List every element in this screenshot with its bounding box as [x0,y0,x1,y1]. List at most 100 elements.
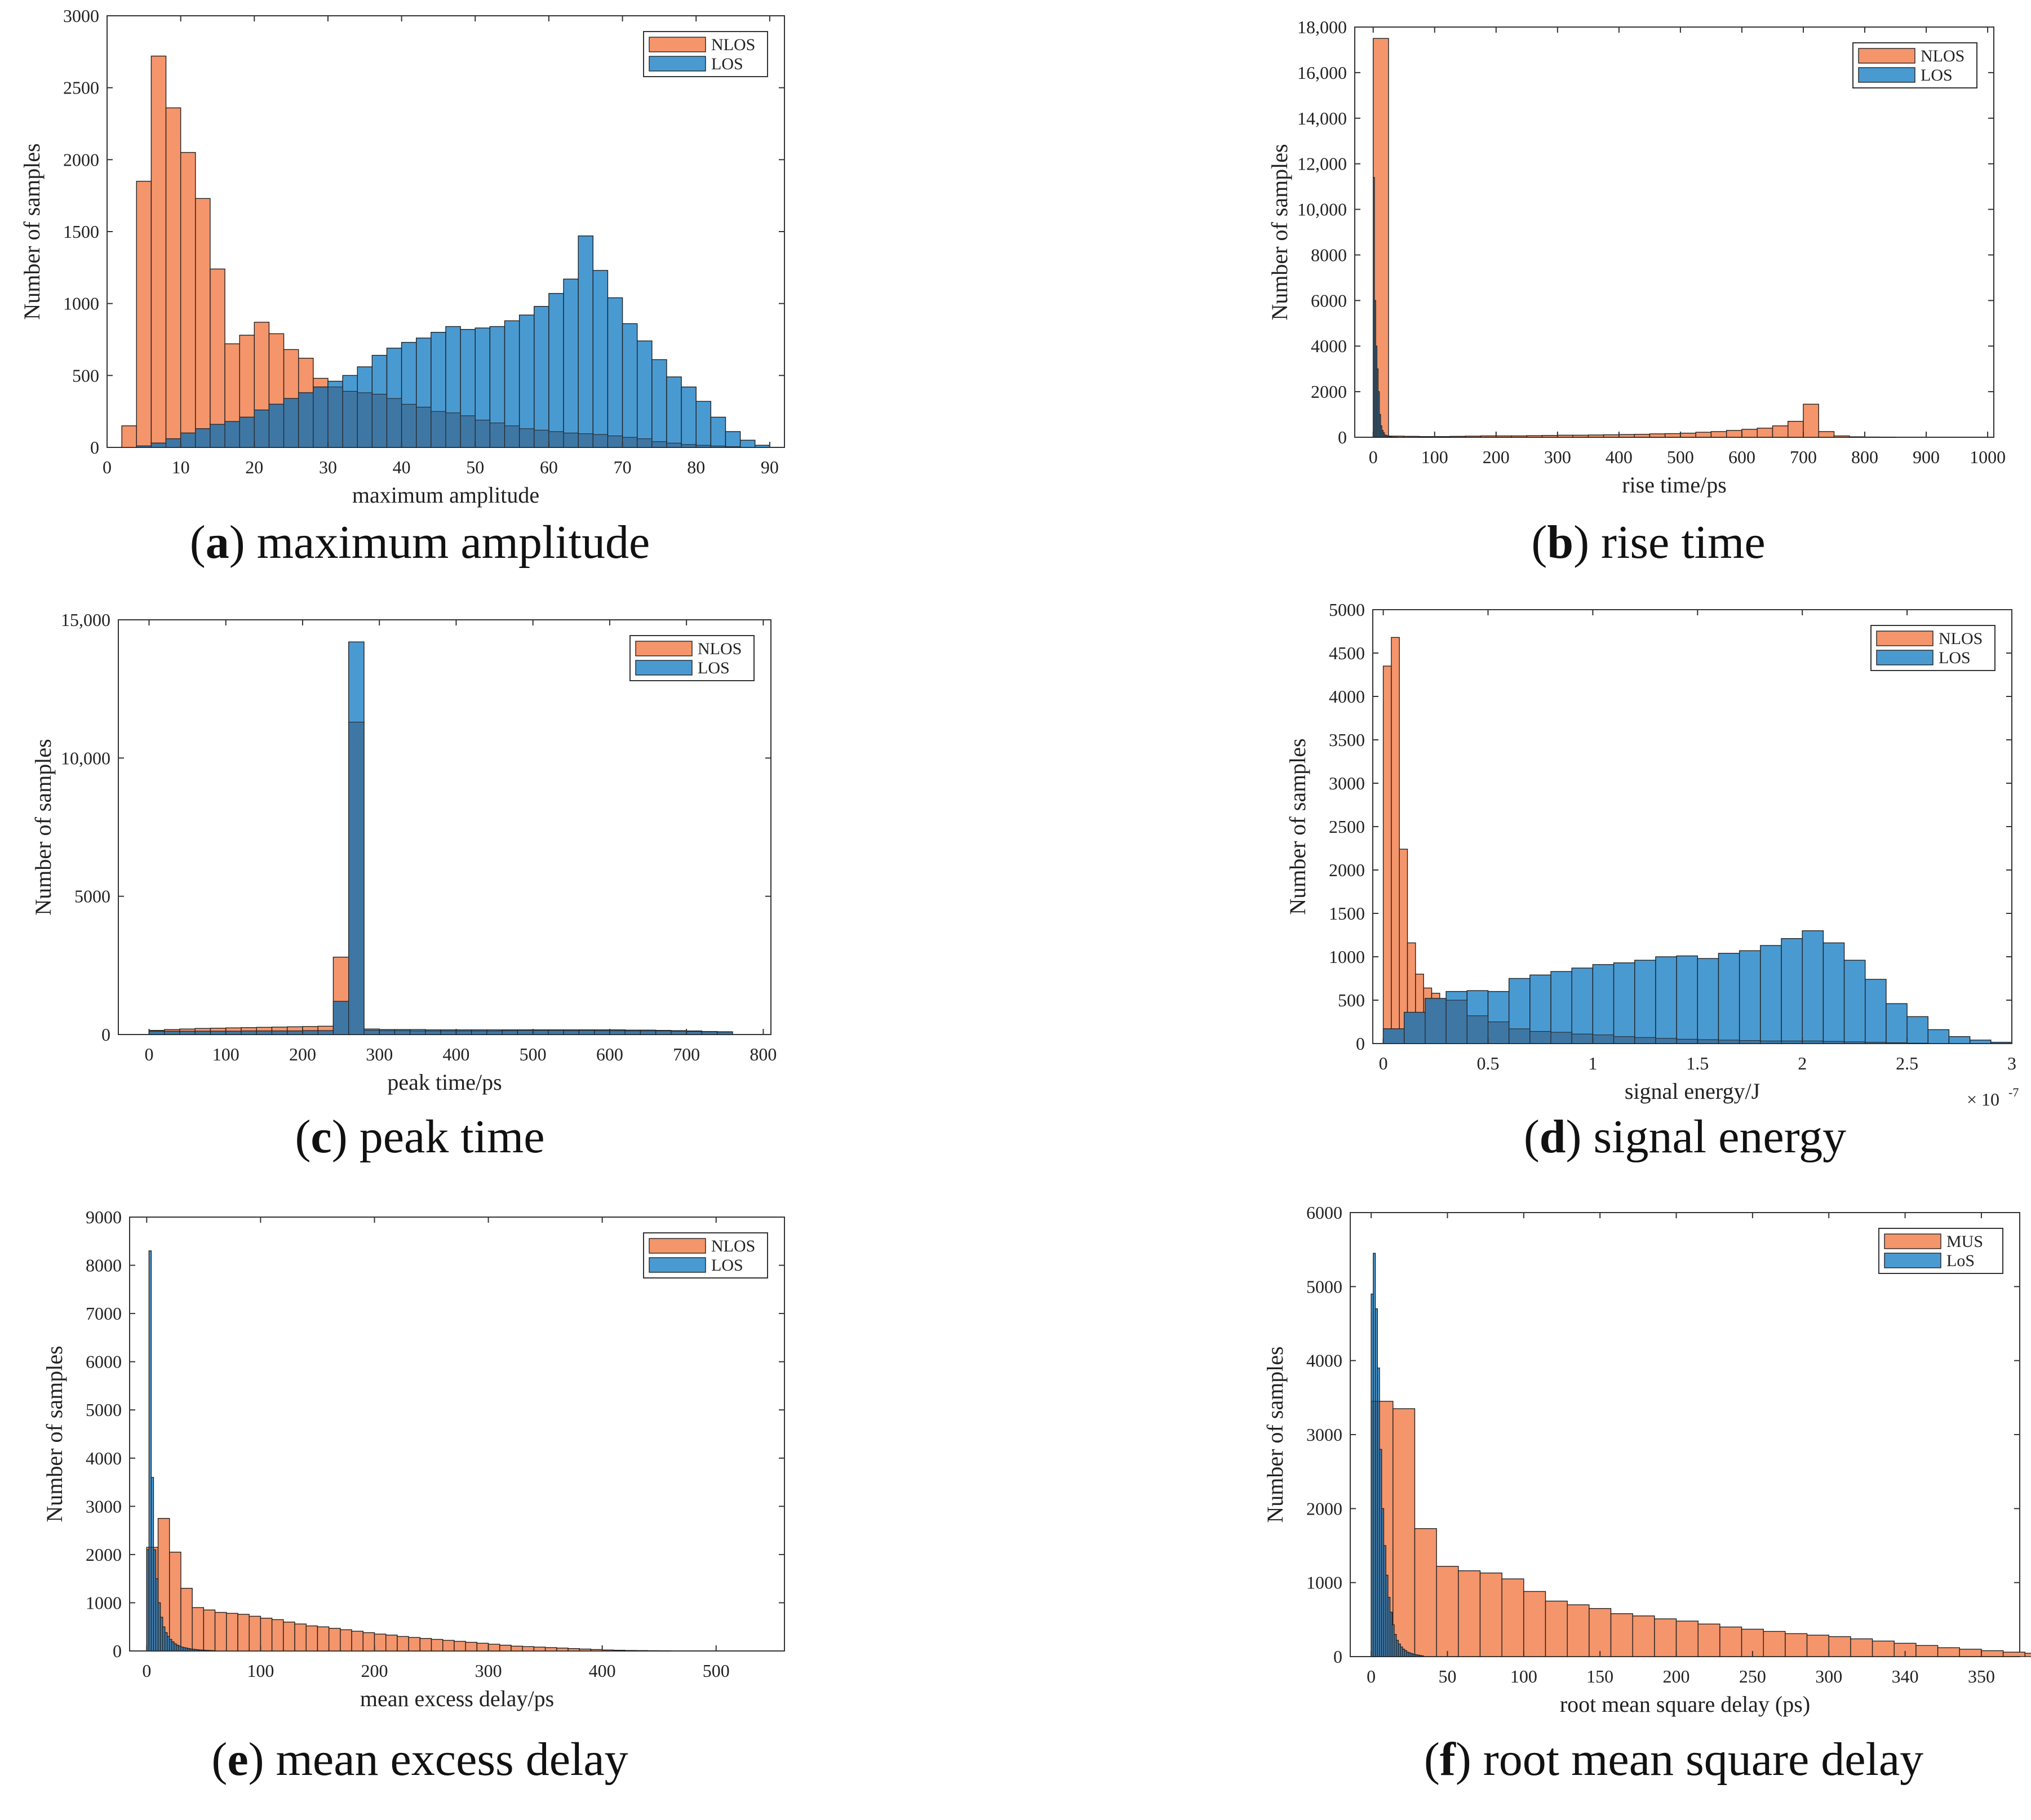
y-tick-label: 10,000 [61,748,110,768]
overlap-bar [207,1650,211,1652]
overlap-bar [224,421,240,448]
nlos-bar [210,268,225,448]
caption-paren-open: ( [1524,1111,1540,1163]
x-tick-label: 300 [1815,1666,1842,1686]
x-tick-label: 500 [1667,447,1694,467]
nlos-bar [1872,1640,1895,1657]
overlap-bar [460,415,476,448]
y-tick-label: 16,000 [1297,63,1347,83]
overlap-bar [1571,1033,1593,1044]
overlap-bar [394,1030,411,1035]
y-tick-label: 1000 [1306,1573,1342,1593]
overlap-bar [1385,1575,1389,1657]
y-tick-label: 0 [101,1024,110,1045]
x-tick-label: 400 [589,1661,616,1681]
overlap-bar [607,436,623,448]
nlos-bar [1788,420,1804,438]
overlap-bar [640,1031,657,1035]
caption-letter: d [1540,1111,1566,1163]
x-tick-label: 600 [596,1044,623,1064]
x-tick-label: 700 [1790,447,1817,467]
nlos-bar [1501,1578,1524,1657]
nlos-bar [1803,403,1819,438]
nlos-bar [165,107,181,448]
x-tick-label: 200 [1663,1666,1690,1686]
x-tick-label: 200 [361,1661,388,1681]
y-tick-label: 9000 [86,1207,122,1227]
x-axis-label: root mean square delay (ps) [1560,1692,1810,1717]
nlos-bar [533,1646,546,1652]
y-tick-label: 6000 [86,1352,122,1372]
nlos-bar [169,1551,181,1652]
nlos-bar [1526,435,1543,438]
overlap-bar [196,1649,199,1652]
overlap-bar [504,425,520,448]
x-tick-label: 1.5 [1686,1053,1709,1073]
y-tick-label: 0 [113,1641,122,1661]
x-tick-label: 100 [1421,447,1448,467]
y-tick-label: 0 [1338,427,1347,447]
los-bar [1655,956,1677,1044]
nlos-bar [1391,637,1400,1044]
caption-text: ) peak time [332,1111,545,1163]
nlos-bar [1587,434,1604,438]
overlap-bar [1655,1038,1677,1044]
los-bar [1886,1003,1908,1044]
plot-area [118,619,771,1035]
overlap-bar [534,429,549,448]
nlos-bar [249,1615,261,1652]
overlap-bar [717,1032,733,1035]
nlos-bar [1449,436,1466,438]
overlap-bar [1379,1449,1382,1657]
overlap-bar [624,1031,641,1035]
los-bar [622,323,638,448]
overlap-bar [1398,1644,1401,1657]
overlap-bar [205,1650,209,1652]
overlap-bar [1417,1654,1420,1657]
overlap-bar [195,428,211,448]
y-tick-label: 2500 [1329,816,1365,837]
los-bar [1927,1029,1950,1044]
nlos-bar [1557,434,1573,438]
overlap-bar [180,432,196,448]
panel-caption: (c) peak time [295,1111,544,1163]
overlap-bar [379,1030,395,1035]
nlos-bar [226,1613,238,1652]
overlap-bar [256,1031,272,1035]
y-axis-label: Number of samples [19,143,45,319]
chart-panel-b: 0 100 200 300 400 500 600 700 800 900 1000 0 2000 400… [1267,17,2006,569]
overlap-bar [1529,1031,1551,1044]
overlap-bar [666,442,682,448]
nlos-bar [1785,1633,1808,1657]
nlos-bar [1719,1626,1742,1657]
los-bar [607,297,623,448]
x-axis-label: peak time/ps [387,1069,502,1095]
overlap-bar [166,438,181,448]
overlap-bar [302,1030,318,1035]
nlos-bar [419,1638,432,1652]
nlos-bar [385,1635,398,1652]
nlos-bar [1726,430,1742,438]
nlos-bar [340,1629,352,1652]
nlos-bar [511,1645,523,1652]
los-bar [1718,953,1740,1044]
nlos-bar [1937,1647,1960,1657]
overlap-bar [363,1030,380,1035]
nlos-bar [1772,425,1789,438]
legend-swatch-los [649,56,706,72]
nlos-bar [195,198,211,448]
nlos-bar [1603,434,1620,438]
legend-label-los: LOS [711,1256,743,1275]
caption-letter: e [227,1733,248,1786]
overlap-bar [176,1645,179,1652]
x-tick-label: 3 [2007,1053,2016,1073]
overlap-bar [533,1030,549,1035]
nlos-bar [601,1649,614,1652]
caption-letter: c [311,1111,331,1163]
y-tick-label: 500 [72,365,99,385]
nlos-bar [636,1650,649,1652]
overlap-bar [167,1636,170,1652]
overlap-bar [165,1632,168,1652]
los-bar [1969,1040,1992,1044]
